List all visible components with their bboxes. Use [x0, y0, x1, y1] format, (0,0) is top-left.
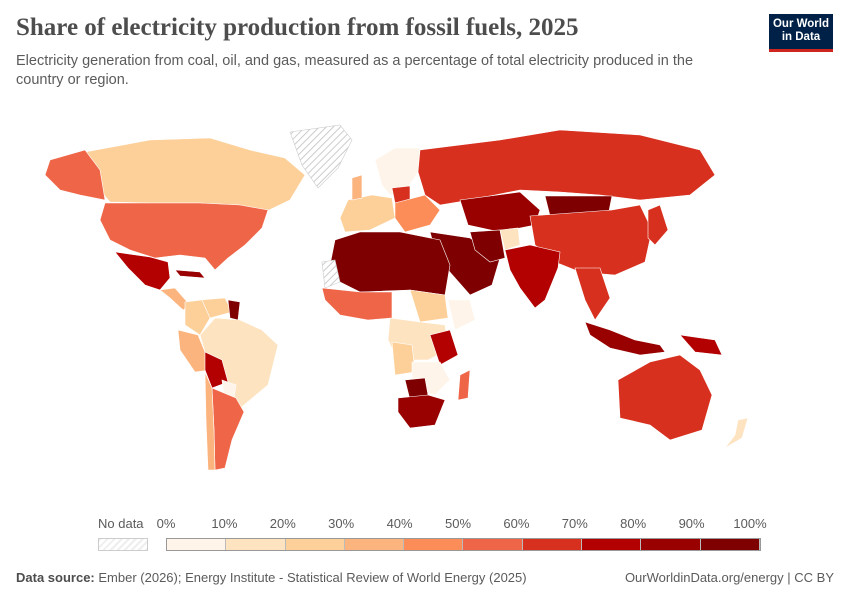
country-papua-new-guinea[interactable]: [679, 334, 723, 356]
chart-subtitle: Electricity generation from coal, oil, a…: [16, 53, 694, 88]
country-united-kingdom[interactable]: [351, 174, 363, 201]
legend-bin[interactable]: [344, 539, 405, 550]
country-bolivia[interactable]: [204, 351, 229, 389]
legend-tick: 20%: [269, 516, 296, 531]
legend-ticks: 0% 10% 20% 30% 40% 50% 60% 70% 80% 90% 100%: [157, 516, 767, 536]
country-india[interactable]: [504, 244, 561, 309]
country-colombia[interactable]: [184, 299, 211, 336]
country-scandinavia[interactable]: [374, 147, 421, 196]
legend-tick: 100%: [733, 516, 767, 531]
owid-logo[interactable]: Our World in Data: [769, 14, 833, 52]
legend-tick: 70%: [561, 516, 588, 531]
country-chile[interactable]: [204, 371, 216, 471]
legend-tick: 10%: [211, 516, 238, 531]
legend-tick: 60%: [503, 516, 530, 531]
no-data-label: No data: [98, 516, 144, 531]
legend-tick: 40%: [386, 516, 413, 531]
country-russia[interactable]: [417, 129, 716, 206]
legend-tick: 80%: [620, 516, 647, 531]
source-text[interactable]: Ember (2026); Energy Institute - Statist…: [98, 570, 527, 585]
country-cuba[interactable]: [174, 269, 206, 279]
legend-bin[interactable]: [167, 539, 227, 550]
legend-bin[interactable]: [700, 539, 760, 550]
country-greenland[interactable]: [289, 124, 353, 189]
country-tanzania[interactable]: [429, 329, 459, 366]
source-label: Data source:: [16, 570, 95, 585]
country-japan[interactable]: [647, 204, 669, 246]
chart-title: Share of electricity production from fos…: [16, 14, 579, 41]
country-canada[interactable]: [84, 137, 306, 213]
country-united-states[interactable]: [99, 202, 269, 271]
country-western-europe[interactable]: [339, 194, 396, 233]
country-madagascar[interactable]: [457, 369, 471, 401]
country-new-zealand[interactable]: [724, 417, 749, 449]
legend-bin[interactable]: [522, 539, 583, 550]
country-south-africa[interactable]: [397, 394, 446, 429]
world-map[interactable]: [0, 110, 850, 510]
legend-tick: 0%: [156, 516, 176, 531]
legend-tick: 50%: [444, 516, 472, 531]
country-guyana[interactable]: [227, 299, 241, 321]
country-western-sahara[interactable]: [321, 259, 341, 289]
legend-tick: 30%: [328, 516, 355, 531]
country-mexico[interactable]: [114, 251, 171, 291]
country-afghanistan[interactable]: [499, 227, 521, 251]
country-angola[interactable]: [391, 341, 416, 376]
country-north-africa[interactable]: [329, 231, 451, 296]
country-west-africa[interactable]: [321, 287, 393, 321]
country-ethiopia[interactable]: [447, 299, 476, 331]
country-sudan[interactable]: [409, 289, 449, 323]
legend-bin[interactable]: [641, 539, 701, 550]
legend-tick: 90%: [678, 516, 705, 531]
country-indonesia[interactable]: [584, 321, 666, 356]
legend-bin[interactable]: [226, 539, 286, 550]
legend-bins: [166, 538, 761, 551]
country-southeast-asia[interactable]: [574, 267, 611, 321]
country-australia[interactable]: [617, 354, 713, 441]
legend-bin[interactable]: [463, 539, 523, 550]
country-alaska[interactable]: [44, 149, 106, 201]
country-iran[interactable]: [469, 229, 506, 263]
no-data-swatch[interactable]: [98, 538, 148, 551]
legend-bin[interactable]: [404, 539, 464, 550]
legend-bin[interactable]: [582, 539, 642, 550]
credit-link[interactable]: OurWorldinData.org/energy | CC BY: [624, 570, 834, 585]
data-source: Data source: Ember (2026); Energy Instit…: [16, 570, 527, 585]
legend-bin[interactable]: [285, 539, 345, 550]
